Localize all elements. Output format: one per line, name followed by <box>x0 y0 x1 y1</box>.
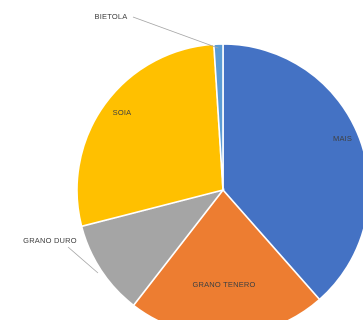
slice-label-mais: MAIS <box>333 134 352 143</box>
slice-label-grano-tenero: GRANO TENERO <box>192 280 255 289</box>
leader-line-grano-duro <box>67 246 99 274</box>
leader-lines-layer <box>67 16 219 274</box>
pie-slice-soia <box>76 43 224 228</box>
slice-label-bietola: BIETOLA <box>95 12 128 21</box>
slices-layer <box>76 43 363 320</box>
slice-label-soia: SOIA <box>113 108 132 117</box>
pie-slice-grano-tenero <box>132 188 321 320</box>
pie-slice-bietola <box>212 43 224 191</box>
leader-line-bietola <box>132 16 219 49</box>
slice-label-grano-duro: GRANO DURO <box>23 236 77 245</box>
labels-layer: MAIS GRANO TENERO GRANO DURO SOIA BIETOLA <box>23 12 352 289</box>
pie-slice-mais <box>222 43 363 301</box>
pie-slice-grano-duro <box>80 188 226 307</box>
